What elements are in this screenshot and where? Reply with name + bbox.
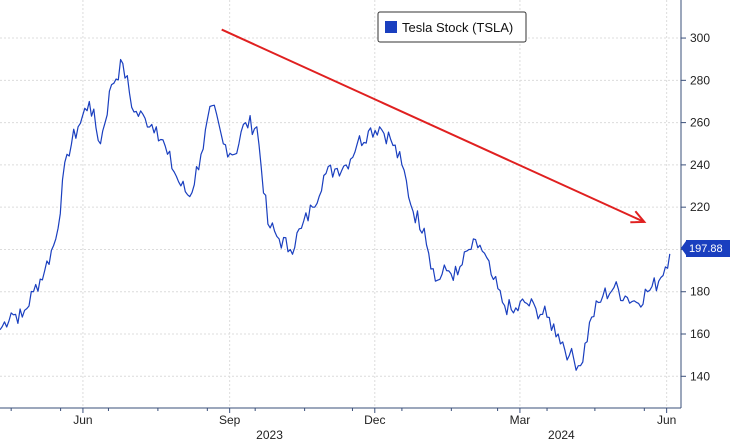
- y-tick-label: 220: [690, 200, 710, 214]
- x-month-label: Mar: [510, 413, 531, 427]
- gridlines: [0, 0, 681, 408]
- y-tick-label: 180: [690, 285, 710, 299]
- x-year-label: 2023: [256, 428, 283, 442]
- trend-arrow-head: [630, 210, 647, 224]
- x-month-label: Sep: [219, 413, 241, 427]
- y-axis-ticks: 140160180200220240260280300: [681, 31, 710, 383]
- legend-label: Tesla Stock (TSLA): [402, 20, 513, 35]
- last-value-badge: 197.88: [681, 240, 730, 257]
- y-tick-label: 140: [690, 369, 710, 383]
- legend: Tesla Stock (TSLA): [377, 11, 527, 43]
- x-month-label: Jun: [73, 413, 92, 427]
- series-layer: [0, 58, 671, 371]
- legend-box: [377, 11, 527, 43]
- y-tick-label: 280: [690, 73, 710, 87]
- last-value-pointer: [681, 241, 686, 255]
- annotation-layer: [221, 28, 647, 224]
- last-value-box: [686, 240, 730, 257]
- trend-arrow-line: [221, 28, 645, 223]
- tsla-price-line: [0, 58, 671, 371]
- x-year-label: 2024: [548, 428, 575, 442]
- x-axis-ticks: Jun Sep Dec Mar Jun 2023 2024: [10, 408, 676, 442]
- last-value-label: 197.88: [689, 243, 723, 255]
- legend-swatch: [385, 21, 397, 33]
- y-tick-label: 260: [690, 116, 710, 130]
- x-month-label: Jun: [657, 413, 676, 427]
- y-tick-label: 240: [690, 158, 710, 172]
- y-tick-label: 300: [690, 31, 710, 45]
- y-tick-label: 160: [690, 327, 710, 341]
- x-month-label: Dec: [364, 413, 385, 427]
